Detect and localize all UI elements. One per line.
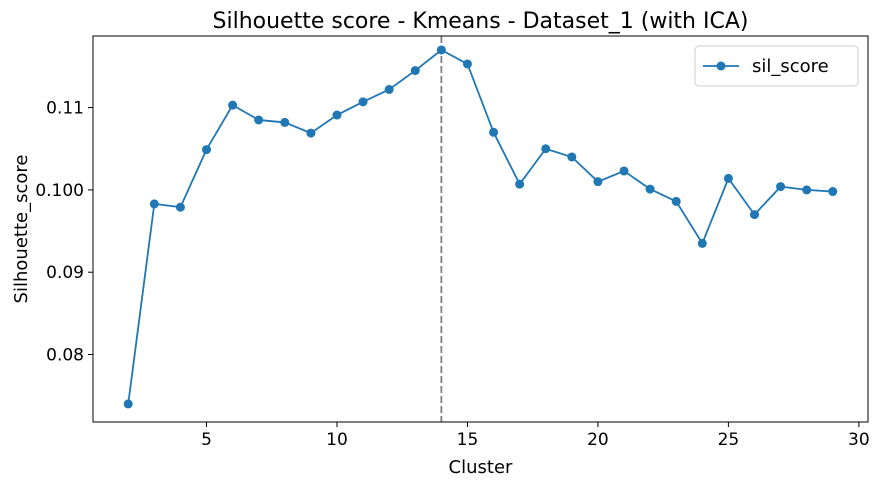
y-tick-label: 0.100 bbox=[35, 181, 84, 201]
data-point bbox=[723, 173, 733, 183]
y-axis-label: Silhouette_score bbox=[11, 155, 32, 304]
data-point bbox=[410, 66, 420, 76]
series-line bbox=[127, 48, 833, 405]
data-point bbox=[384, 84, 394, 94]
data-point bbox=[567, 152, 577, 162]
data-point bbox=[802, 185, 812, 195]
data-point bbox=[254, 115, 264, 125]
x-tick-label: 15 bbox=[457, 430, 479, 450]
legend-marker bbox=[716, 61, 726, 71]
x-tick-label: 30 bbox=[848, 430, 870, 450]
data-point bbox=[436, 45, 446, 55]
data-point bbox=[697, 238, 707, 248]
data-point bbox=[332, 110, 342, 120]
data-point bbox=[123, 399, 133, 409]
x-tick-label: 10 bbox=[326, 430, 348, 450]
data-point bbox=[515, 179, 525, 189]
data-point bbox=[828, 187, 838, 197]
data-point bbox=[462, 59, 472, 69]
data-point bbox=[175, 202, 185, 212]
data-point bbox=[228, 100, 238, 110]
x-axis-label: Cluster bbox=[449, 457, 513, 478]
plot-area: 5 10 15 20 25 30 0.08 0.09 0.100 0.11 bbox=[35, 35, 870, 450]
data-point bbox=[671, 196, 681, 206]
data-point bbox=[619, 166, 629, 176]
y-tick-label: 0.11 bbox=[46, 99, 84, 119]
x-tick-label: 5 bbox=[201, 430, 212, 450]
axes-frame bbox=[92, 35, 869, 423]
data-point bbox=[358, 97, 368, 107]
data-point bbox=[202, 145, 212, 155]
legend: sil_score bbox=[694, 45, 859, 87]
data-point bbox=[149, 199, 159, 209]
legend-label: sil_score bbox=[752, 56, 829, 77]
data-point bbox=[645, 184, 655, 194]
data-point bbox=[541, 144, 551, 154]
data-point bbox=[593, 177, 603, 187]
y-tick-label: 0.09 bbox=[46, 263, 84, 283]
y-tick-label: 0.08 bbox=[46, 346, 84, 366]
x-tick-label: 25 bbox=[718, 430, 740, 450]
data-point bbox=[776, 182, 786, 192]
data-point bbox=[489, 127, 499, 137]
legend-box bbox=[694, 45, 859, 87]
x-tick-label: 20 bbox=[587, 430, 609, 450]
data-point bbox=[306, 128, 316, 138]
data-point bbox=[749, 210, 759, 220]
data-point bbox=[280, 117, 290, 127]
chart-title: Silhouette score - Kmeans - Dataset_1 (w… bbox=[213, 9, 749, 34]
